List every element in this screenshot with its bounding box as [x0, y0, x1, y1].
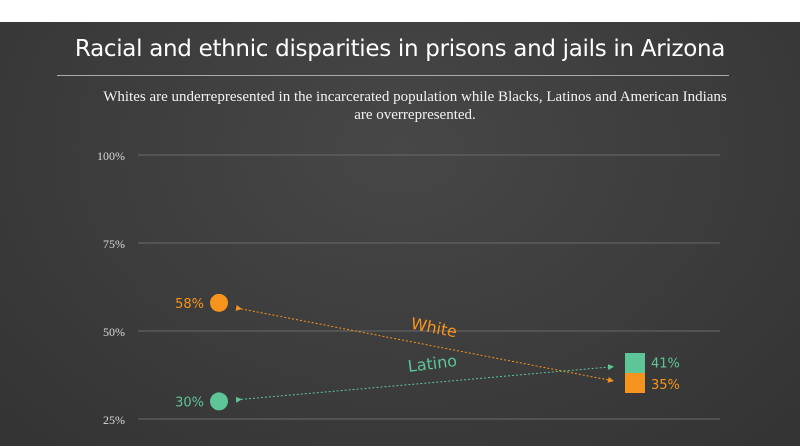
latino-series-label: Latino: [407, 351, 458, 376]
y-tick-label: 50%: [103, 325, 125, 339]
latino-left-point: [210, 392, 228, 411]
white-left-label: 58%: [175, 297, 204, 312]
chart-title: Racial and ethnic disparities in prisons…: [74, 36, 726, 62]
y-tick-label: 100%: [97, 149, 125, 163]
chart-subtitle: Whites are underrepresented in the incar…: [103, 89, 727, 123]
latino-right-label: 41%: [651, 357, 680, 372]
y-tick-label: 75%: [103, 237, 125, 251]
y-tick-label: 25%: [103, 413, 125, 427]
latino-right-marker: [625, 353, 645, 373]
white-left-point: [210, 293, 228, 312]
latino-left-label: 30%: [175, 395, 204, 410]
title-divider: [57, 75, 729, 76]
white-right-label: 35%: [651, 378, 680, 393]
white-connector: [235, 304, 614, 383]
white-series-label: White: [409, 314, 458, 342]
white-right-marker: [625, 373, 645, 393]
